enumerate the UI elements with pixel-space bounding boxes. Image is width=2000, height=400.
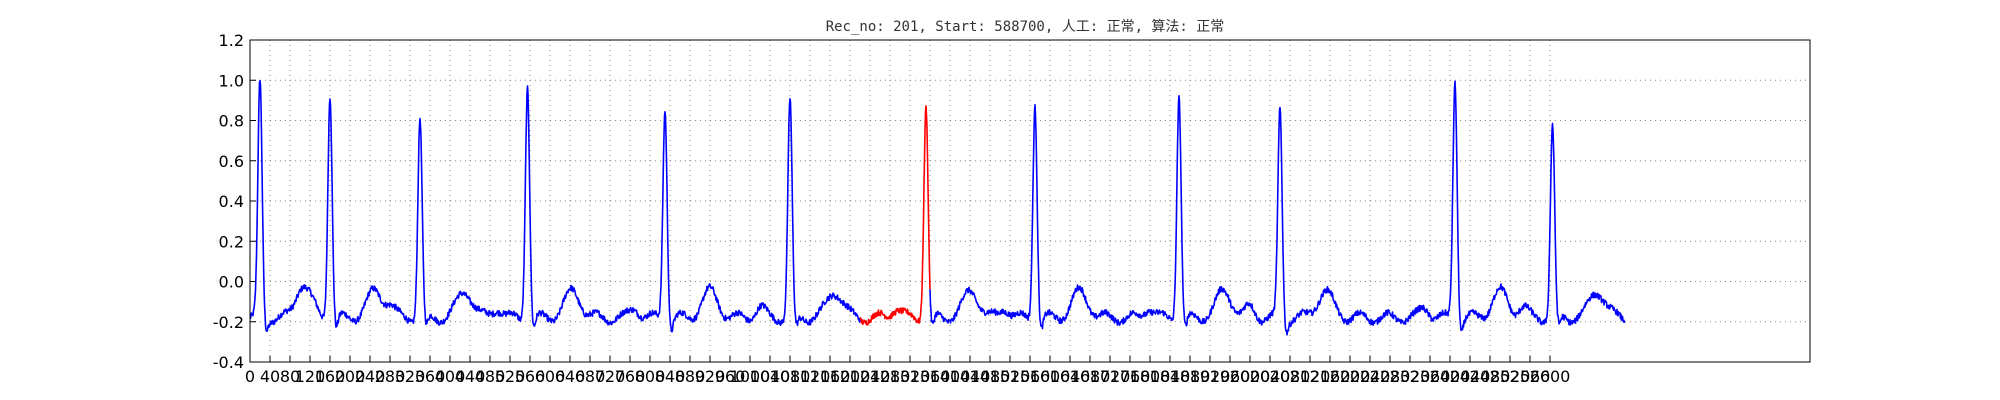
x-tick-label: 560 xyxy=(515,367,546,386)
x-tick-label: 1360 xyxy=(910,367,951,386)
x-tick-label: 1080 xyxy=(770,367,811,386)
x-tick-label: 80 xyxy=(280,367,300,386)
x-tick-label: 1120 xyxy=(790,367,831,386)
x-tick-label: 0 xyxy=(245,367,255,386)
x-tick-label: 2240 xyxy=(1350,367,1391,386)
x-tick-label: 520 xyxy=(495,367,526,386)
x-tick-label: 840 xyxy=(655,367,686,386)
x-tick-label: 2320 xyxy=(1390,367,1431,386)
x-tick-label: 640 xyxy=(555,367,586,386)
x-tick-label: 2080 xyxy=(1270,367,1311,386)
x-tick-label: 960 xyxy=(715,367,746,386)
x-tick-label: 1400 xyxy=(930,367,971,386)
x-tick-label: 1800 xyxy=(1130,367,1171,386)
x-tick-label: 920 xyxy=(695,367,726,386)
y-tick-label: 0.0 xyxy=(219,273,244,292)
x-tick-label: 1680 xyxy=(1070,367,1111,386)
x-axis-ticks: 0 40 8012016020024028032036040044048052056… xyxy=(245,356,1570,386)
x-tick-label: 1880 xyxy=(1170,367,1211,386)
x-tick-label: 1280 xyxy=(870,367,911,386)
x-tick-label: 2360 xyxy=(1410,367,1451,386)
x-tick-label: 680 xyxy=(575,367,606,386)
ecg-trace-segment xyxy=(929,80,1626,336)
x-tick-label: 2120 xyxy=(1290,367,1331,386)
x-tick-label: 1600 xyxy=(1030,367,1071,386)
x-tick-label: 1000 xyxy=(730,367,771,386)
x-tick-label: 2400 xyxy=(1430,367,1471,386)
y-tick-label: 0.8 xyxy=(219,112,244,131)
x-tick-label: 1200 xyxy=(830,367,871,386)
y-tick-label: 0.6 xyxy=(219,152,244,171)
x-tick-label: 1440 xyxy=(950,367,991,386)
y-tick-label: 0.4 xyxy=(219,192,244,211)
x-tick-label: 480 xyxy=(475,367,506,386)
x-tick-label: 1240 xyxy=(850,367,891,386)
ecg-trace-segment xyxy=(859,105,931,326)
y-tick-label: -0.2 xyxy=(213,313,244,332)
x-tick-label: 800 xyxy=(635,367,666,386)
x-tick-label: 1520 xyxy=(990,367,1031,386)
x-tick-label: 1920 xyxy=(1190,367,1231,386)
x-tick-label: 1640 xyxy=(1050,367,1091,386)
chart-title: Rec_no: 201, Start: 588700, 人工: 正常, 算法: … xyxy=(826,19,1225,35)
x-tick-label: 1480 xyxy=(970,367,1011,386)
x-tick-label: 1320 xyxy=(890,367,931,386)
x-tick-label: 200 xyxy=(335,367,366,386)
x-tick-label: 440 xyxy=(455,367,486,386)
x-tick-label: 2280 xyxy=(1370,367,1411,386)
x-tick-label: 360 xyxy=(415,367,446,386)
x-tick-label: 320 xyxy=(395,367,426,386)
x-tick-label: 400 xyxy=(435,367,466,386)
x-tick-label: 1760 xyxy=(1110,367,1151,386)
x-tick-label: 1960 xyxy=(1210,367,1251,386)
x-tick-label: 2560 xyxy=(1510,367,1551,386)
x-tick-label: 160 xyxy=(315,367,346,386)
x-tick-label: 2440 xyxy=(1450,367,1491,386)
y-axis-ticks: -0.4 -0.2 0.0 0.2 0.4 0.6 0.8 1.0 1.2 xyxy=(213,31,256,372)
x-tick-label: 1560 xyxy=(1010,367,1051,386)
x-tick-label: 2040 xyxy=(1250,367,1291,386)
x-tick-label: 280 xyxy=(375,367,406,386)
y-tick-label: 1.0 xyxy=(219,71,244,90)
ecg-trace-segment xyxy=(249,79,861,333)
y-tick-label: 0.2 xyxy=(219,232,244,251)
ecg-traces xyxy=(249,79,1626,336)
x-tick-label: 2600 xyxy=(1530,367,1571,386)
x-tick-label: 120 xyxy=(295,367,326,386)
x-tick-label: 2200 xyxy=(1330,367,1371,386)
x-tick-label: 880 xyxy=(675,367,706,386)
x-tick-label: 760 xyxy=(615,367,646,386)
x-tick-label: 240 xyxy=(355,367,386,386)
x-tick-label: 2480 xyxy=(1470,367,1511,386)
x-tick-label: 1040 xyxy=(750,367,791,386)
x-tick-label: 2000 xyxy=(1230,367,1271,386)
x-tick-label: 600 xyxy=(535,367,566,386)
x-tick-label: 1720 xyxy=(1090,367,1131,386)
x-tick-label: 2520 xyxy=(1490,367,1531,386)
x-tick-label: 2160 xyxy=(1310,367,1351,386)
x-tick-label: 720 xyxy=(595,367,626,386)
y-tick-label: 1.2 xyxy=(219,31,244,50)
y-tick-label: -0.4 xyxy=(213,353,244,372)
x-tick-label: 40 xyxy=(260,367,280,386)
x-tick-label: 1160 xyxy=(810,367,851,386)
x-tick-label: 1840 xyxy=(1150,367,1191,386)
